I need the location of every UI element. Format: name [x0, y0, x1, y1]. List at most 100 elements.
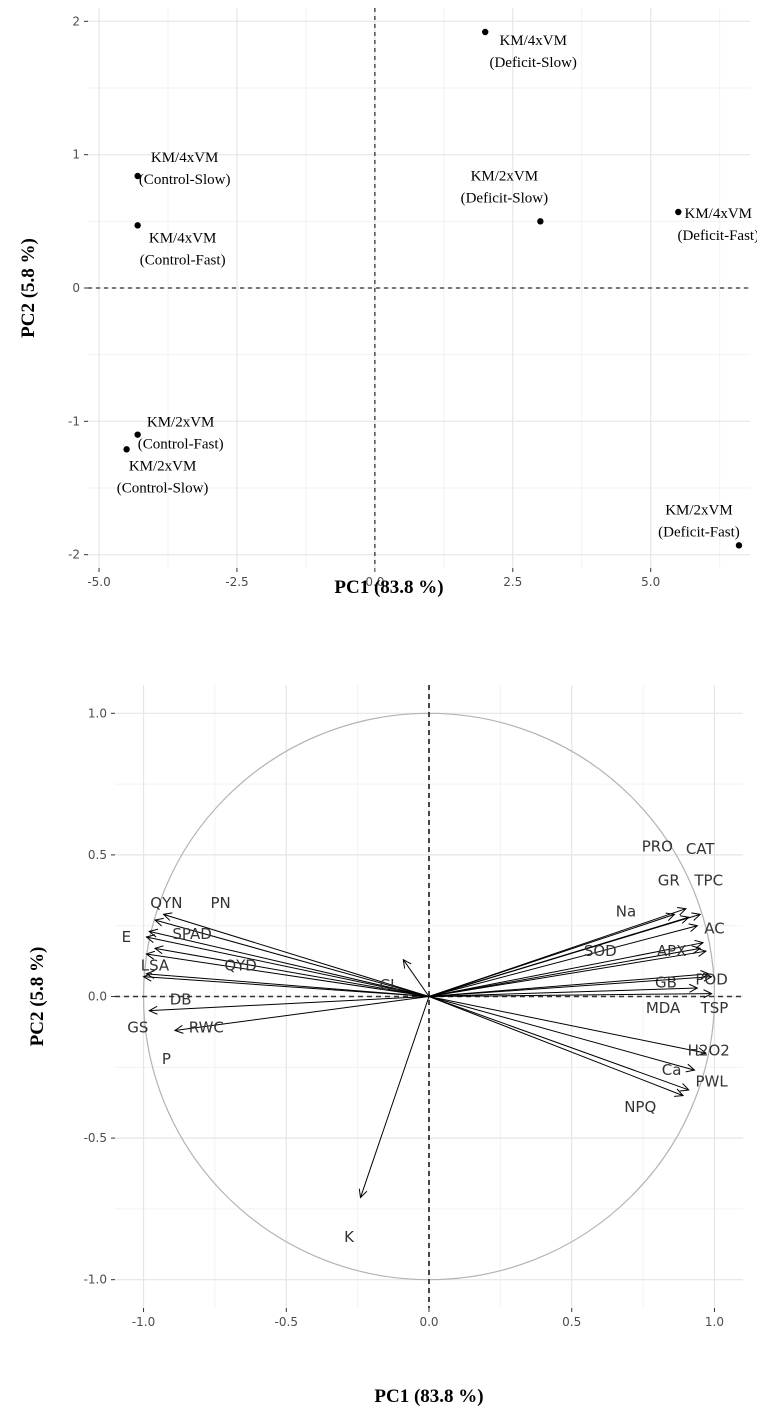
- loading-arrow: [149, 996, 430, 1011]
- loading-label: PRO: [642, 837, 673, 855]
- x-tick-label: 0.0: [365, 575, 384, 589]
- y-tick-label: 0.0: [88, 990, 107, 1004]
- loading-label: SPAD: [172, 925, 211, 943]
- loading-label: NPQ: [624, 1098, 656, 1116]
- loading-arrow: [428, 996, 694, 1071]
- loading-label: AC: [704, 920, 724, 938]
- y-axis-title: PC2 (5.8 %): [27, 947, 48, 1047]
- x-axis-title: PC1 (83.8 %): [334, 577, 443, 598]
- loading-label: GB: [655, 973, 677, 991]
- x-tick-label: 2.5: [503, 575, 522, 589]
- x-axis-title: PC1 (83.8 %): [374, 1386, 483, 1407]
- point-label-name: KM/2xVM: [665, 502, 733, 518]
- x-tick-label: -1.0: [132, 1315, 155, 1329]
- x-tick-label: -2.5: [225, 575, 248, 589]
- loading-label: Na: [616, 903, 636, 921]
- point-label-group: (Deficit-Fast): [677, 228, 757, 244]
- loading-label: PWL: [695, 1072, 728, 1090]
- point-label-name: KM/4xVM: [151, 150, 219, 166]
- x-tick-label: 1.0: [705, 1315, 724, 1329]
- loading-label: Ca: [662, 1061, 682, 1079]
- y-axis-title: PC2 (5.8 %): [18, 238, 39, 338]
- loading-arrow: [428, 926, 697, 997]
- point-label-name: KM/2xVM: [147, 415, 215, 431]
- y-tick-label: 1: [72, 148, 80, 162]
- pca-loadings-plot: -1.0 -0.5 0.0 0.5 1.0 -1.0 -0.5 0.0 0.5 1.0 PC1 (8…: [27, 685, 743, 1407]
- loading-arrow: [144, 977, 430, 997]
- pca-loadings-chart: -1.0 -0.5 0.0 0.5 1.0 -1.0 -0.5 0.0 0.5 1.0 PC1 (8…: [0, 655, 757, 1414]
- loading-label: GS: [127, 1019, 148, 1037]
- loading-label: MDA: [646, 999, 681, 1017]
- loading-label: P: [162, 1050, 171, 1068]
- point-label-name: KM/4xVM: [149, 230, 217, 246]
- loading-arrow: [428, 974, 709, 997]
- loading-arrow: [428, 977, 712, 997]
- data-point: [134, 222, 141, 229]
- y-tick-label: -1: [68, 414, 80, 428]
- point-label-name: KM/4xVM: [499, 33, 567, 49]
- y-tick-label: -1.0: [84, 1273, 107, 1287]
- x-tick-label: 0.0: [419, 1315, 438, 1329]
- y-tick-label: 1.0: [88, 706, 107, 720]
- y-tick-label: -2: [68, 548, 80, 562]
- point-label-name: KM/2xVM: [129, 458, 197, 474]
- loading-arrow: [360, 996, 430, 1198]
- loading-label: CL: [380, 976, 399, 994]
- loading-arrow: [175, 996, 430, 1031]
- loading-arrow: [428, 996, 689, 1090]
- point-label-group: (Control-Fast): [140, 252, 226, 268]
- loading-arrow: [428, 996, 683, 1096]
- loading-label: H2O2: [688, 1041, 730, 1059]
- pca-scores-chart: -5.0 -2.5 0.0 2.5 5.0 -2 -1 0 1 2 PC1 (83.8 %) PC2 …: [0, 0, 757, 645]
- loading-arrow: [428, 951, 706, 997]
- loading-arrow: [149, 931, 430, 997]
- x-tick-label: -5.0: [87, 575, 110, 589]
- data-point: [482, 28, 489, 36]
- data-point: [537, 218, 544, 225]
- loading-label: TSP: [700, 999, 729, 1017]
- loading-arrow: [428, 988, 697, 997]
- data-point: [123, 446, 130, 453]
- data-point: [675, 208, 682, 216]
- loading-label: PN: [210, 894, 230, 912]
- y-tick-label: 2: [72, 14, 80, 28]
- loading-label: QYD: [224, 956, 257, 974]
- point-label-group: (Control-Fast): [138, 437, 224, 453]
- point-label-group: (Deficit-Slow): [461, 190, 548, 206]
- data-point: [134, 431, 141, 438]
- loading-arrow: [428, 914, 674, 997]
- y-tick-label: 0: [72, 281, 80, 295]
- loading-arrow: [146, 937, 430, 997]
- loading-label: CAT: [686, 840, 716, 858]
- loading-label: TPC: [693, 871, 723, 889]
- loading-label: RWC: [189, 1019, 224, 1037]
- loading-label: LSA: [141, 956, 170, 974]
- loading-arrow: [428, 948, 700, 997]
- loading-arrow: [428, 994, 712, 997]
- loading-arrow: [428, 917, 689, 997]
- loading-label: GR: [658, 871, 680, 889]
- x-tick-label: 5.0: [641, 575, 660, 589]
- loading-arrow: [403, 960, 430, 997]
- loading-arrow: [155, 948, 430, 997]
- y-tick-label: -0.5: [84, 1131, 107, 1145]
- point-label-name: KM/2xVM: [471, 168, 539, 184]
- loading-arrow: [146, 974, 430, 997]
- loading-arrow: [164, 914, 430, 997]
- y-tick-label: 0.5: [88, 848, 107, 862]
- loading-label: POD: [695, 971, 727, 989]
- loading-label: DB: [170, 990, 192, 1008]
- loading-arrow: [428, 996, 706, 1054]
- loading-label: SOD: [584, 942, 617, 960]
- pca-scores-plot: -5.0 -2.5 0.0 2.5 5.0 -2 -1 0 1 2 PC1 (83.8 %) PC2 …: [18, 8, 757, 598]
- loading-label: E: [122, 928, 131, 946]
- loading-arrow: [155, 920, 430, 997]
- data-point: [735, 542, 743, 549]
- loading-label: QYN: [150, 894, 182, 912]
- x-tick-label: -0.5: [275, 1315, 298, 1329]
- point-label-group: (Deficit-Slow): [489, 55, 576, 71]
- point-label-group: (Deficit-Fast): [658, 524, 740, 540]
- point-label-name: KM/4xVM: [685, 206, 753, 222]
- loading-arrow: [428, 943, 703, 997]
- loading-arrow: [146, 954, 430, 997]
